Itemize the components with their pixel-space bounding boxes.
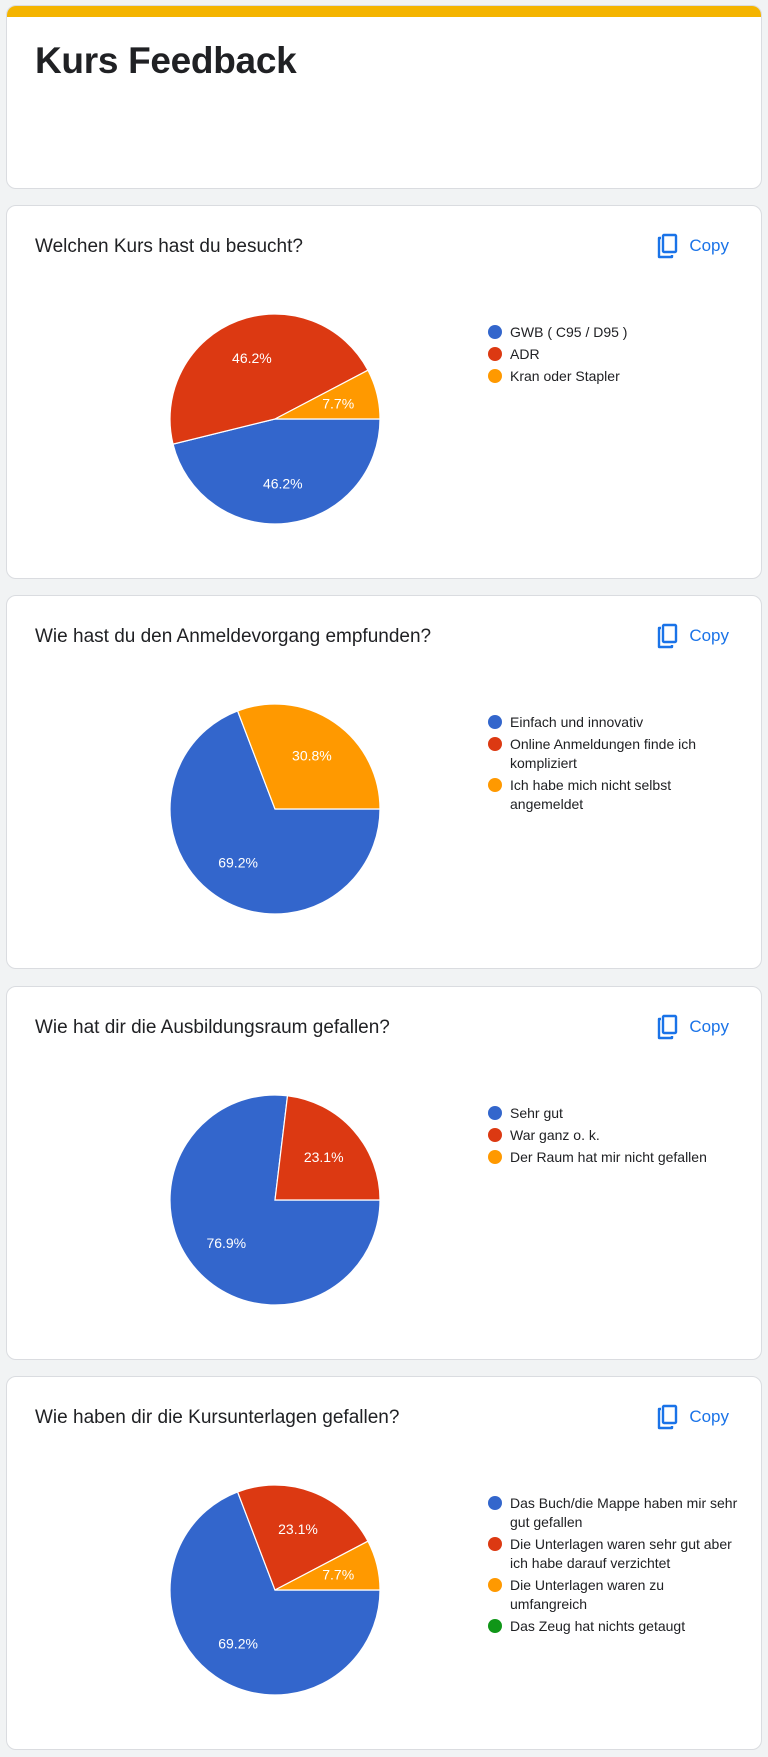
copy-button-label: Copy [689, 1407, 729, 1426]
legend-item[interactable]: GWB ( C95 / D95 ) [488, 323, 738, 342]
pie-slice-label: 69.2% [218, 855, 258, 871]
copy-icon [657, 1014, 679, 1040]
legend-label: ADR [510, 346, 540, 362]
legend-label: Die Unterlagen waren sehr gut aber ich h… [510, 1536, 732, 1571]
pie-slice-label: 23.1% [278, 1521, 318, 1537]
legend-color-dot [488, 1619, 502, 1633]
question-title: Wie haben dir die Kursunterlagen gefalle… [35, 1407, 400, 1428]
pie-slice-label: 46.2% [263, 476, 303, 492]
legend-color-dot [488, 1537, 502, 1551]
legend-item[interactable]: Der Raum hat mir nicht gefallen [488, 1148, 738, 1167]
legend-item[interactable]: Online Anmeldungen finde ich kompliziert [488, 735, 738, 773]
pie-slice-das-buch-die-mappe-haben-mir-sehr-gut-ge[interactable] [169, 1491, 381, 1696]
pie-slice-label: 23.1% [304, 1149, 344, 1165]
legend-item[interactable]: ADR [488, 345, 738, 364]
chart-legend: Einfach und innovativ Online Anmeldungen … [488, 713, 738, 817]
legend-item[interactable]: Das Zeug hat nichts getaugt [488, 1617, 738, 1636]
legend-item[interactable]: Einfach und innovativ [488, 713, 738, 732]
legend-color-dot [488, 1128, 502, 1142]
question-card: Wie hat dir die Ausbildungsraum gefallen… [6, 986, 762, 1360]
copy-chart-button[interactable]: Copy [657, 618, 729, 654]
legend-color-dot [488, 1150, 502, 1164]
legend-color-dot [488, 325, 502, 339]
legend-color-dot [488, 778, 502, 792]
legend-label: Einfach und innovativ [510, 714, 644, 730]
question-title: Welchen Kurs hast du besucht? [35, 236, 303, 257]
legend-color-dot [488, 347, 502, 361]
pie-slice-label: 30.8% [292, 747, 332, 763]
form-header-card: Kurs Feedback [6, 5, 762, 189]
legend-item[interactable]: Die Unterlagen waren sehr gut aber ich h… [488, 1535, 738, 1573]
legend-color-dot [488, 1106, 502, 1120]
question-card: Wie hast du den Anmeldevorgang empfunden… [6, 595, 762, 969]
legend-color-dot [488, 1578, 502, 1592]
legend-label: War ganz o. k. [510, 1127, 600, 1143]
legend-color-dot [488, 1496, 502, 1510]
pie-slice-die-unterlagen-waren-zu-umfangreich[interactable] [274, 1540, 381, 1591]
pie-slice-label: 46.2% [232, 350, 272, 366]
copy-icon [657, 233, 679, 259]
pie-slice-label: 69.2% [218, 1636, 258, 1652]
legend-label: Das Zeug hat nichts getaugt [510, 1618, 686, 1634]
pie-slice-gwb-c95-d95[interactable] [172, 418, 381, 525]
legend-label: Online Anmeldungen finde ich kompliziert [510, 736, 697, 771]
pie-chart: 76.9% 23.1% [169, 1094, 381, 1306]
chart-legend: GWB ( C95 / D95 ) ADR Kran oder Stapler [488, 323, 738, 389]
question-card: Wie haben dir die Kursunterlagen gefalle… [6, 1376, 762, 1750]
pie-slice-war-ganz-o-k[interactable] [274, 1095, 381, 1201]
legend-item[interactable]: Ich habe mich nicht selbst angemeldet [488, 776, 738, 814]
chart-legend: Sehr gut War ganz o. k. Der Raum hat mir n… [488, 1104, 738, 1170]
question-title: Wie hat dir die Ausbildungsraum gefallen… [35, 1017, 390, 1038]
copy-chart-button[interactable]: Copy [657, 1399, 729, 1435]
legend-color-dot [488, 715, 502, 729]
legend-item[interactable]: Die Unterlagen waren zu umfangreich [488, 1576, 738, 1614]
legend-item[interactable]: Kran oder Stapler [488, 367, 738, 386]
legend-item[interactable]: Das Buch/die Mappe haben mir sehr gut ge… [488, 1494, 738, 1532]
pie-slice-die-unterlagen-waren-sehr-gut-aber-ich-h[interactable] [236, 1484, 369, 1591]
accent-bar [7, 6, 761, 17]
legend-item[interactable]: Sehr gut [488, 1104, 738, 1123]
legend-color-dot [488, 737, 502, 751]
copy-chart-button[interactable]: Copy [657, 228, 729, 264]
pie-chart: 69.2% 30.8% [169, 703, 381, 915]
chart-legend: Das Buch/die Mappe haben mir sehr gut ge… [488, 1494, 738, 1639]
question-card: Welchen Kurs hast du besucht? Copy 46.2% 46… [6, 205, 762, 579]
copy-chart-button[interactable]: Copy [657, 1009, 729, 1045]
pie-slice-label: 7.7% [322, 395, 354, 411]
legend-label: Ich habe mich nicht selbst angemeldet [510, 777, 672, 812]
legend-label: Der Raum hat mir nicht gefallen [510, 1149, 707, 1165]
pie-slice-label: 76.9% [206, 1235, 246, 1251]
legend-item[interactable]: War ganz o. k. [488, 1126, 738, 1145]
legend-label: Kran oder Stapler [510, 368, 620, 384]
pie-chart: 46.2% 46.2% 7.7% [169, 313, 381, 525]
pie-slice-adr[interactable] [169, 313, 369, 445]
copy-button-label: Copy [689, 236, 729, 255]
copy-button-label: Copy [689, 626, 729, 645]
copy-button-label: Copy [689, 1017, 729, 1036]
pie-chart: 69.2% 23.1% 7.7% [169, 1484, 381, 1696]
copy-icon [657, 1404, 679, 1430]
copy-icon [657, 623, 679, 649]
pie-slice-ich-habe-mich-nicht-selbst-angemeldet[interactable] [236, 703, 381, 810]
question-title: Wie hast du den Anmeldevorgang empfunden… [35, 626, 432, 647]
legend-label: Das Buch/die Mappe haben mir sehr gut ge… [510, 1495, 738, 1530]
pie-slice-kran-oder-stapler[interactable] [274, 369, 381, 420]
form-title: Kurs Feedback [35, 40, 297, 81]
pie-slice-einfach-und-innovativ[interactable] [169, 710, 381, 915]
legend-label: Sehr gut [510, 1105, 563, 1121]
legend-color-dot [488, 369, 502, 383]
pie-slice-label: 7.7% [322, 1566, 354, 1582]
legend-label: GWB ( C95 / D95 ) [510, 324, 628, 340]
legend-label: Die Unterlagen waren zu umfangreich [510, 1577, 665, 1612]
